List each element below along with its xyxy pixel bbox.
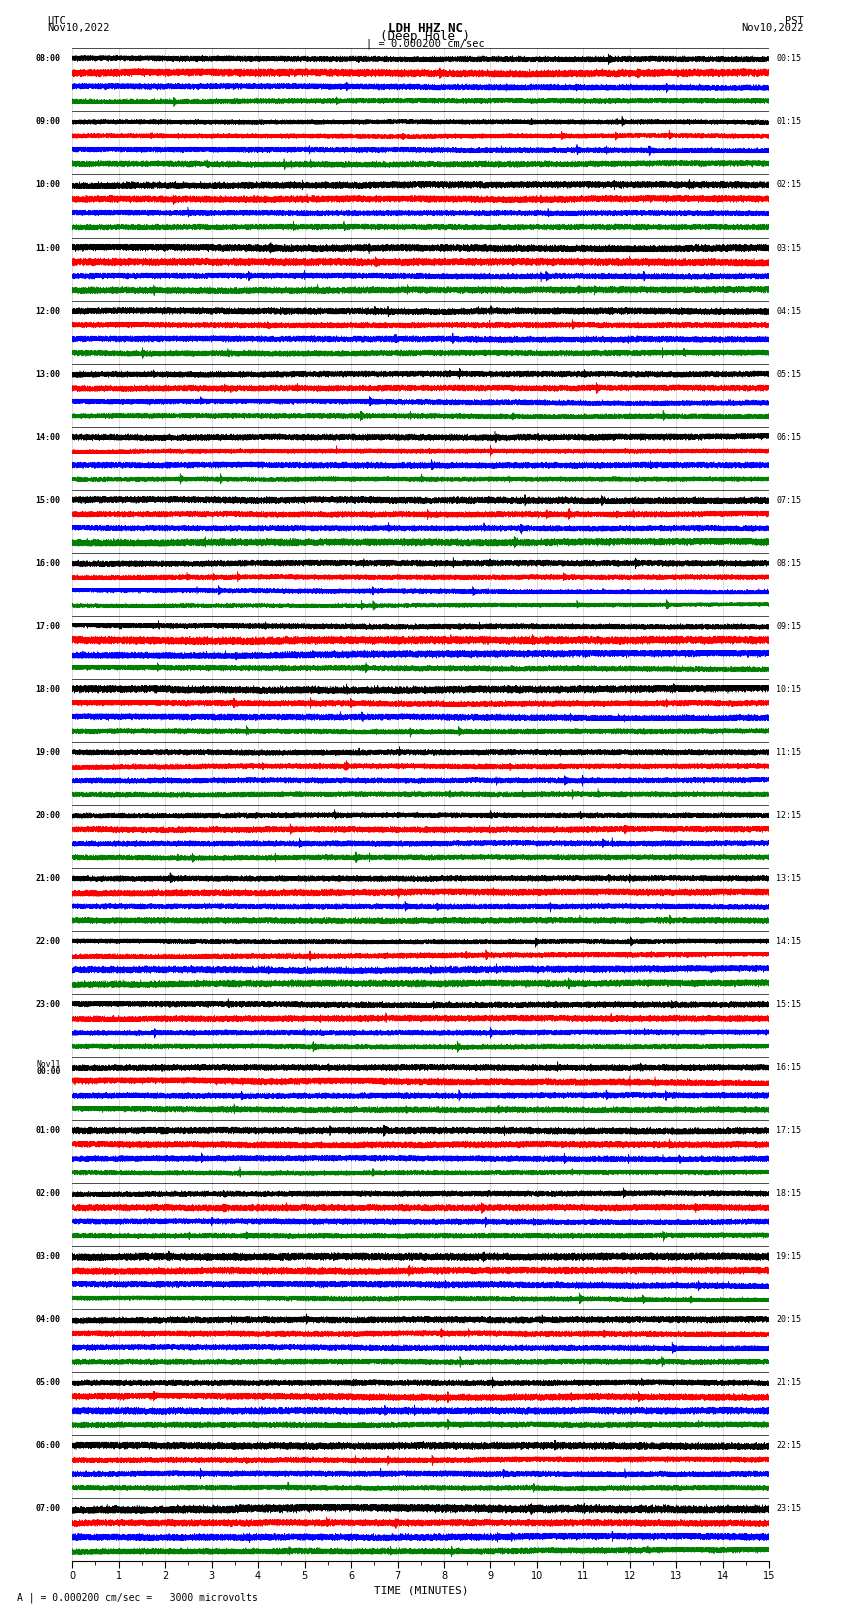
Text: | = 0.000200 cm/sec: | = 0.000200 cm/sec — [366, 39, 484, 48]
Text: 19:15: 19:15 — [776, 1252, 802, 1261]
Text: 23:15: 23:15 — [776, 1505, 802, 1513]
X-axis label: TIME (MINUTES): TIME (MINUTES) — [373, 1586, 468, 1595]
Text: 18:00: 18:00 — [36, 686, 60, 694]
Text: 21:15: 21:15 — [776, 1378, 802, 1387]
Text: 01:00: 01:00 — [36, 1126, 60, 1136]
Text: 08:00: 08:00 — [36, 55, 60, 63]
Text: 14:15: 14:15 — [776, 937, 802, 945]
Text: 06:00: 06:00 — [36, 1442, 60, 1450]
Text: 03:00: 03:00 — [36, 1252, 60, 1261]
Text: 02:00: 02:00 — [36, 1189, 60, 1198]
Text: 02:15: 02:15 — [776, 181, 802, 189]
Text: 00:15: 00:15 — [776, 55, 802, 63]
Text: 22:00: 22:00 — [36, 937, 60, 945]
Text: 17:15: 17:15 — [776, 1126, 802, 1136]
Text: 03:15: 03:15 — [776, 244, 802, 253]
Text: PST: PST — [785, 16, 803, 26]
Text: 01:15: 01:15 — [776, 118, 802, 126]
Text: 16:15: 16:15 — [776, 1063, 802, 1073]
Text: 08:15: 08:15 — [776, 558, 802, 568]
Text: 13:00: 13:00 — [36, 369, 60, 379]
Text: 16:00: 16:00 — [36, 558, 60, 568]
Text: 11:15: 11:15 — [776, 748, 802, 756]
Text: Nov10,2022: Nov10,2022 — [740, 23, 803, 32]
Text: 20:15: 20:15 — [776, 1315, 802, 1324]
Text: 15:00: 15:00 — [36, 495, 60, 505]
Text: 06:15: 06:15 — [776, 432, 802, 442]
Text: 21:00: 21:00 — [36, 874, 60, 882]
Text: (Deep Hole ): (Deep Hole ) — [380, 31, 470, 44]
Text: 14:00: 14:00 — [36, 432, 60, 442]
Text: 22:15: 22:15 — [776, 1442, 802, 1450]
Text: 12:15: 12:15 — [776, 811, 802, 819]
Text: Nov11: Nov11 — [37, 1060, 60, 1069]
Text: 12:00: 12:00 — [36, 306, 60, 316]
Text: 19:00: 19:00 — [36, 748, 60, 756]
Text: 10:00: 10:00 — [36, 181, 60, 189]
Text: 07:00: 07:00 — [36, 1505, 60, 1513]
Text: 05:00: 05:00 — [36, 1378, 60, 1387]
Text: 20:00: 20:00 — [36, 811, 60, 819]
Text: 13:15: 13:15 — [776, 874, 802, 882]
Text: 09:15: 09:15 — [776, 621, 802, 631]
Text: LDH HHZ NC: LDH HHZ NC — [388, 23, 462, 35]
Text: 04:15: 04:15 — [776, 306, 802, 316]
Text: 18:15: 18:15 — [776, 1189, 802, 1198]
Text: 11:00: 11:00 — [36, 244, 60, 253]
Text: 09:00: 09:00 — [36, 118, 60, 126]
Text: 00:00: 00:00 — [37, 1068, 60, 1076]
Text: Nov10,2022: Nov10,2022 — [47, 23, 110, 32]
Text: UTC: UTC — [47, 16, 65, 26]
Text: 23:00: 23:00 — [36, 1000, 60, 1010]
Text: A | = 0.000200 cm/sec =   3000 microvolts: A | = 0.000200 cm/sec = 3000 microvolts — [17, 1592, 258, 1603]
Text: 15:15: 15:15 — [776, 1000, 802, 1010]
Text: 10:15: 10:15 — [776, 686, 802, 694]
Text: 04:00: 04:00 — [36, 1315, 60, 1324]
Text: 17:00: 17:00 — [36, 621, 60, 631]
Text: 07:15: 07:15 — [776, 495, 802, 505]
Text: 05:15: 05:15 — [776, 369, 802, 379]
